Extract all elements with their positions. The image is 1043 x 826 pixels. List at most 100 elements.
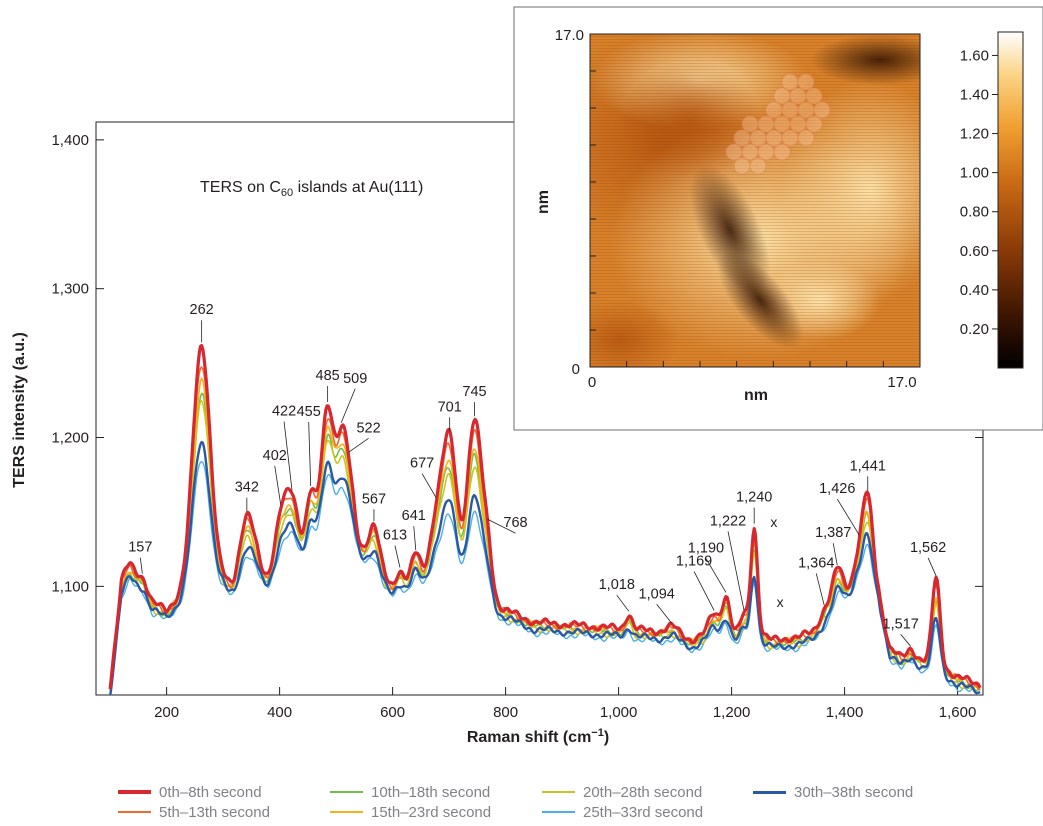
legend-label: 30th–38th second — [794, 783, 914, 801]
c60-molecule-overlay — [725, 73, 831, 175]
peak-label: 455 — [297, 404, 321, 420]
peak-label: 402 — [263, 448, 287, 464]
peak-label: 485 — [316, 368, 340, 384]
peak-label: 701 — [438, 399, 462, 415]
peak-leader-line — [340, 388, 356, 423]
peak-leader-line — [413, 526, 417, 551]
peak-label: 677 — [410, 456, 434, 472]
legend-swatch — [118, 811, 151, 813]
peak-leader-line — [815, 573, 825, 606]
peak-label: 422 — [272, 404, 296, 420]
peak-label: 1,240 — [736, 490, 772, 506]
legend-item-10th-18th: 10th–18th second — [330, 782, 490, 802]
peak-leader-line — [927, 557, 937, 577]
legend-item-25th-33rd: 25th–33rd second — [542, 802, 703, 822]
peak-label: 1,562 — [910, 540, 946, 556]
inset-x-left-label: 0 — [588, 374, 596, 391]
peak-label: 745 — [462, 384, 486, 400]
legend-item-0th-8th: 0th–8th second — [118, 782, 262, 802]
legend-swatch — [542, 811, 575, 813]
peak-label: 342 — [235, 480, 259, 496]
legend-swatch — [330, 791, 363, 793]
x-tick-label: 800 — [493, 704, 518, 721]
x-tick-label: 1,200 — [713, 704, 751, 721]
x-tick-label: 1,000 — [600, 704, 638, 721]
series-line — [109, 461, 979, 695]
legend-item-15th-23rd: 15th–23rd second — [330, 802, 491, 822]
afm-frame — [589, 33, 921, 368]
colorbar-tick-label: 1.20 — [960, 126, 989, 143]
peak-leader-line — [274, 465, 282, 505]
colorbar-tick-label: 0.20 — [960, 321, 989, 338]
y-axis: 1,100 1,200 1,300 1,400 — [51, 132, 983, 595]
inset-x-title: nm — [744, 387, 768, 404]
series-line — [109, 377, 981, 689]
peak-leader-line — [616, 594, 630, 612]
legend-swatch — [330, 811, 363, 813]
y-tick-label: 1,100 — [51, 578, 89, 595]
legend-item-5th-13th: 5th–13th second — [118, 802, 270, 822]
chart-annotation-title: TERS on C60 islands at Au(111) — [200, 179, 423, 199]
colorbar-tick-label: 0.40 — [960, 282, 989, 299]
excluded-peak-mark: x — [770, 514, 777, 530]
peak-label: 768 — [503, 515, 527, 531]
legend-item-30th-38th: 30th–38th second — [753, 782, 913, 802]
peak-leader-line — [283, 421, 293, 491]
peak-leader-line — [139, 557, 143, 574]
legend-label: 25th–33rd second — [583, 803, 704, 821]
peak-leader-line — [727, 531, 745, 611]
legend-label: 20th–28th second — [583, 783, 703, 801]
peak-label: 1,364 — [798, 555, 834, 571]
legend-label: 0th–8th second — [159, 783, 262, 801]
peak-label: 641 — [402, 508, 426, 524]
inset-x-right-label: 17.0 — [887, 374, 916, 391]
excluded-peak-mark: x — [777, 594, 784, 610]
peak-leader-line — [836, 498, 860, 536]
spectrum-series — [108, 344, 982, 695]
peak-label: 1,387 — [815, 525, 851, 541]
peak-label: 157 — [128, 540, 152, 556]
peak-label: 1,018 — [599, 577, 635, 593]
peak-label: 613 — [383, 527, 407, 543]
legend-label: 10th–18th second — [371, 783, 491, 801]
series-line — [109, 440, 981, 695]
peak-label: 1,426 — [819, 481, 855, 497]
y-tick-label: 1,300 — [51, 281, 89, 298]
peak-label: 1,094 — [639, 586, 675, 602]
x-tick-label: 600 — [380, 704, 405, 721]
colorbar-ticks: 1.60 1.40 1.20 1.00 0.80 0.60 0.40 0.20 — [960, 47, 998, 338]
peak-label: 1,441 — [850, 458, 886, 474]
colorbar-tick-label: 1.60 — [960, 47, 989, 64]
x-tick-label: 1,600 — [939, 704, 977, 721]
legend-swatch — [753, 790, 786, 794]
peak-leader-line — [832, 543, 838, 566]
inset-origin-label: 0 — [572, 361, 580, 378]
chart-legend: 0th–8th second 5th–13th second 10th–18th… — [118, 782, 1018, 826]
colorbar — [997, 31, 1024, 369]
legend-swatch — [542, 791, 575, 793]
peak-label: 522 — [356, 420, 380, 436]
peak-label: 262 — [190, 302, 214, 318]
series-line — [108, 344, 982, 690]
legend-label: 5th–13th second — [159, 803, 270, 821]
peak-leader-line — [693, 571, 715, 611]
peak-leader-line — [900, 634, 911, 647]
inset-y-title: nm — [535, 190, 552, 214]
peak-label: 1,169 — [676, 553, 712, 569]
peak-leader-line — [656, 604, 673, 624]
peak-label: 1,517 — [883, 616, 919, 632]
peak-label: 509 — [343, 371, 367, 387]
peak-label: 1,222 — [710, 513, 746, 529]
peak-leader-line — [308, 421, 312, 486]
x-axis-title: Raman shift (cm−1) — [467, 727, 609, 746]
afm-image — [589, 33, 921, 368]
peak-leader-line — [348, 438, 369, 453]
x-tick-label: 200 — [154, 704, 179, 721]
y-tick-label: 1,200 — [51, 430, 89, 447]
colorbar-tick-label: 1.40 — [960, 87, 989, 104]
x-tick-label: 1,400 — [826, 704, 864, 721]
colorbar-tick-label: 1.00 — [960, 165, 989, 182]
ters-spectrum-chart: 1,100 1,200 1,300 1,400 200 400 600 800 1,000 1,… — [11, 6, 1043, 746]
y-axis-title: TERS intensity (a.u.) — [11, 332, 28, 488]
